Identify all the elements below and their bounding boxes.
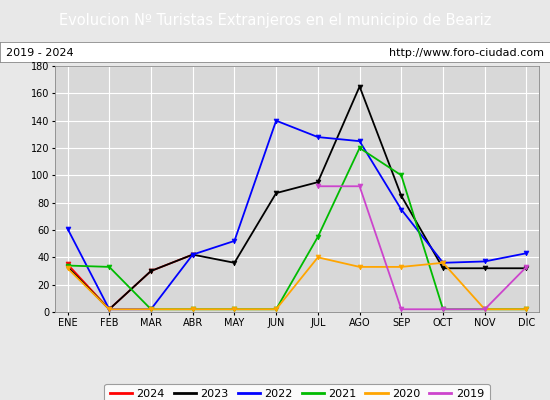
Text: http://www.foro-ciudad.com: http://www.foro-ciudad.com [389, 48, 544, 58]
Text: Evolucion Nº Turistas Extranjeros en el municipio de Beariz: Evolucion Nº Turistas Extranjeros en el … [59, 14, 491, 28]
Legend: 2024, 2023, 2022, 2021, 2020, 2019: 2024, 2023, 2022, 2021, 2020, 2019 [104, 384, 490, 400]
Text: 2019 - 2024: 2019 - 2024 [6, 48, 73, 58]
